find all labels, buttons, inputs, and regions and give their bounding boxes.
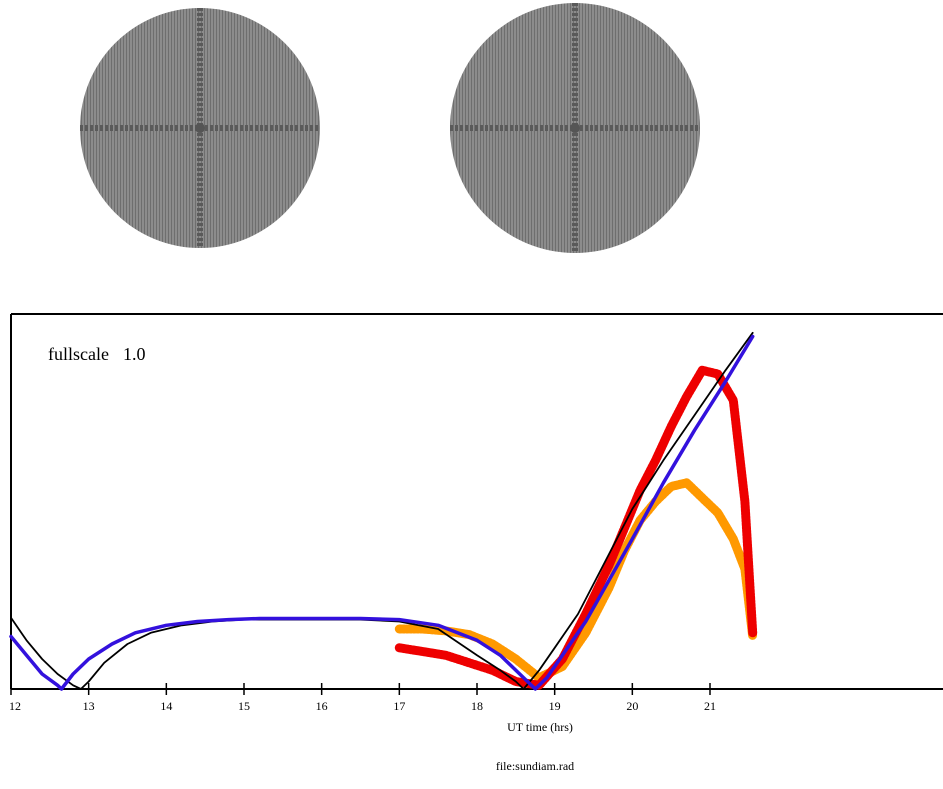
x-tick-label: 12 xyxy=(9,699,21,713)
x-tick-label: 19 xyxy=(549,699,561,713)
series-line-1 xyxy=(9,334,755,691)
series-line-3 xyxy=(394,365,758,690)
file-label: file:sundiam.rad xyxy=(496,759,574,773)
x-tick-label: 20 xyxy=(626,699,638,713)
series-line-0 xyxy=(10,331,754,690)
x-ticks: 12 13 14 15 16 17 18 19 20 21 xyxy=(9,683,716,713)
solar-disk-image-right xyxy=(450,3,700,253)
x-tick-label: 16 xyxy=(316,699,328,713)
x-tick-label: 13 xyxy=(83,699,95,713)
x-tick-label: 21 xyxy=(704,699,716,713)
series-layer xyxy=(9,331,758,691)
x-tick-label: 18 xyxy=(471,699,483,713)
x-tick-label: 17 xyxy=(393,699,405,713)
x-tick-label: 14 xyxy=(160,699,172,713)
fullscale-label: fullscale 1.0 xyxy=(48,344,145,364)
x-axis-title: UT time (hrs) xyxy=(507,720,573,734)
series-line-2 xyxy=(394,478,758,683)
x-tick-label: 15 xyxy=(238,699,250,713)
solar-disk-image-left xyxy=(80,8,320,248)
